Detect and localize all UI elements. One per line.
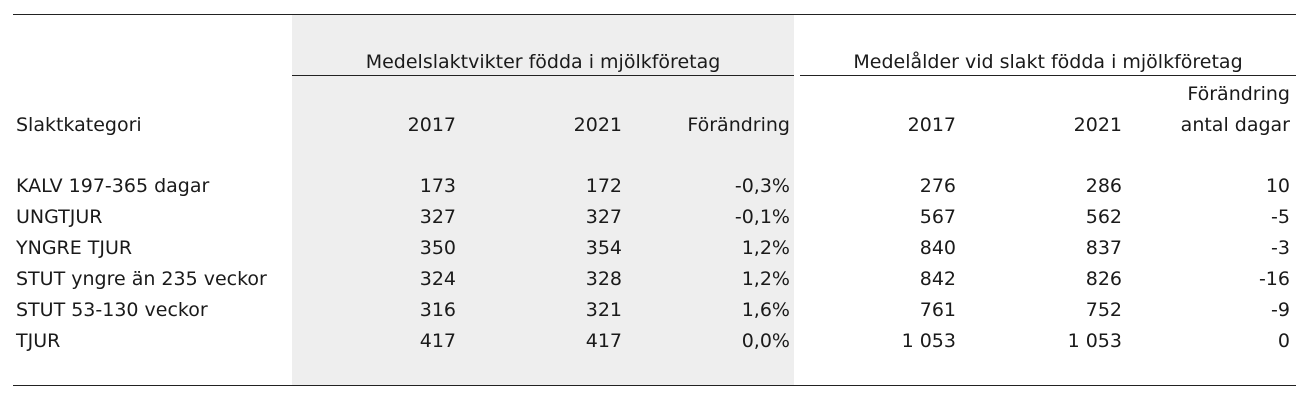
- cell-age-2017: 276: [919, 175, 956, 197]
- cell-age-2021: 1 053: [1067, 330, 1122, 352]
- cell-age-2021: 286: [1085, 175, 1122, 197]
- row-category: YNGRE TJUR: [16, 237, 133, 259]
- cell-age-2021: 562: [1085, 206, 1122, 228]
- cell-age-2021: 837: [1085, 237, 1122, 259]
- cell-weight-2017: 316: [419, 299, 456, 321]
- row-category: UNGTJUR: [16, 206, 103, 228]
- cell-age-change: 0: [1277, 330, 1290, 352]
- group-header-ages-underline: [800, 75, 1296, 76]
- row-category: STUT yngre än 235 veckor: [16, 268, 267, 290]
- weights-column-shading: [292, 15, 794, 385]
- column-header-age-change-line1: Förändring: [1187, 83, 1290, 105]
- cell-weight-change: -0,3%: [734, 175, 790, 197]
- column-header-weight-change: Förändring: [687, 114, 790, 136]
- cell-weight-2021: 327: [585, 206, 622, 228]
- cell-weight-2021: 417: [585, 330, 622, 352]
- column-header-age-2017: 2017: [907, 114, 956, 136]
- row-category: STUT 53-130 veckor: [16, 299, 208, 321]
- cell-weight-2021: 328: [585, 268, 622, 290]
- cell-weight-2017: 173: [419, 175, 456, 197]
- row-category: TJUR: [16, 330, 61, 352]
- cell-age-change: 10: [1265, 175, 1290, 197]
- cell-age-2017: 567: [919, 206, 956, 228]
- cell-weight-2017: 417: [419, 330, 456, 352]
- cell-age-change: -16: [1258, 268, 1290, 290]
- cell-age-2017: 842: [919, 268, 956, 290]
- cell-weight-2021: 172: [585, 175, 622, 197]
- cell-age-2017: 761: [919, 299, 956, 321]
- cell-weight-2017: 350: [419, 237, 456, 259]
- cell-age-2017: 840: [919, 237, 956, 259]
- table-top-rule: [13, 14, 1296, 15]
- cell-weight-change: 1,2%: [741, 268, 790, 290]
- cell-age-change: -5: [1271, 206, 1290, 228]
- cell-age-change: -9: [1271, 299, 1290, 321]
- cell-age-change: -3: [1271, 237, 1290, 259]
- group-header-weights-underline: [292, 75, 794, 76]
- cell-weight-2021: 354: [585, 237, 622, 259]
- column-header-category: Slaktkategori: [16, 114, 142, 136]
- cell-weight-change: -0,1%: [734, 206, 790, 228]
- column-header-age-change-line2: antal dagar: [1180, 114, 1290, 136]
- cell-weight-2017: 327: [419, 206, 456, 228]
- row-category: KALV 197-365 dagar: [16, 175, 210, 197]
- column-header-weight-2017: 2017: [407, 114, 456, 136]
- cell-weight-change: 0,0%: [741, 330, 790, 352]
- cell-weight-2017: 324: [419, 268, 456, 290]
- cell-age-2021: 826: [1085, 268, 1122, 290]
- table-bottom-rule: [13, 385, 1296, 386]
- group-header-weights: Medelslaktvikter födda i mjölkföretag: [365, 51, 721, 73]
- column-header-age-2021: 2021: [1073, 114, 1122, 136]
- cell-weight-change: 1,2%: [741, 237, 790, 259]
- cell-age-2017: 1 053: [901, 330, 956, 352]
- group-header-ages: Medelålder vid slakt födda i mjölkföreta…: [853, 51, 1243, 73]
- column-header-weight-2021: 2021: [573, 114, 622, 136]
- cell-weight-change: 1,6%: [741, 299, 790, 321]
- cell-weight-2021: 321: [585, 299, 622, 321]
- cell-age-2021: 752: [1085, 299, 1122, 321]
